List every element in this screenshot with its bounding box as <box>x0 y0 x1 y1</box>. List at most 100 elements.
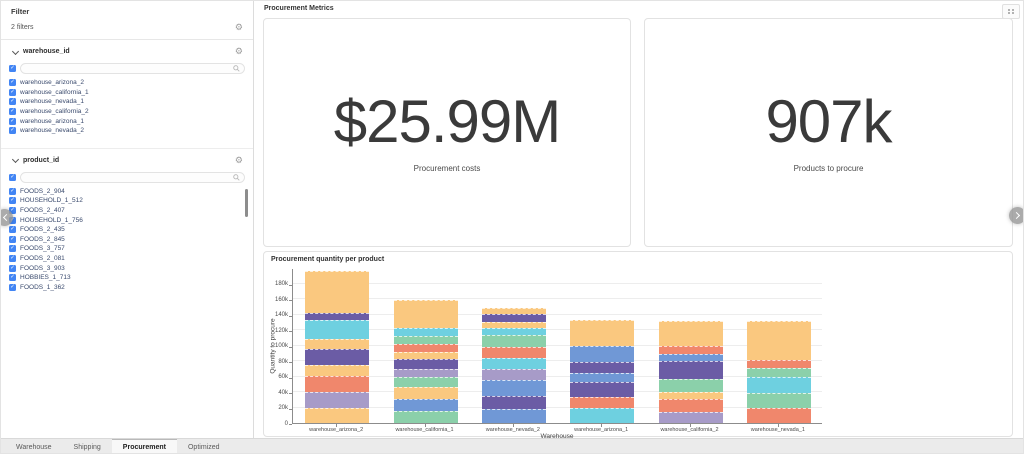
checkbox-checked-icon[interactable]: ✓ <box>9 88 16 96</box>
bar-segment[interactable] <box>570 372 635 382</box>
bar-segment[interactable] <box>305 392 370 408</box>
bar-segment[interactable] <box>305 364 370 376</box>
filter-item[interactable]: ✓ warehouse_california_2 <box>1 107 253 117</box>
bar-segment[interactable] <box>305 312 370 320</box>
bar-segment[interactable] <box>481 313 546 323</box>
bar-segment[interactable] <box>658 345 723 355</box>
filter-section-header[interactable]: product_id ⚙ <box>1 149 253 170</box>
bar-segment[interactable] <box>481 380 546 396</box>
filter-item[interactable]: ✓ HOUSEHOLD_1_512 <box>1 196 253 206</box>
filter-item[interactable]: ✓ FOODS_3_757 <box>1 244 253 254</box>
checkbox-checked-icon[interactable]: ✓ <box>9 274 16 282</box>
filter-item[interactable]: ✓ HOBBIES_1_713 <box>1 273 253 283</box>
bar-segment[interactable] <box>481 409 546 423</box>
filter-item[interactable]: ✓ FOODS_2_435 <box>1 225 253 235</box>
checkbox-checked-icon[interactable]: ✓ <box>9 187 16 195</box>
collapse-left-button[interactable] <box>1 209 13 226</box>
scrollbar-thumb[interactable] <box>245 188 248 217</box>
filter-item[interactable]: ✓ FOODS_2_081 <box>1 254 253 264</box>
checkbox-checked-icon[interactable]: ✓ <box>9 245 16 253</box>
bar-segment[interactable] <box>746 392 811 409</box>
filter-item[interactable]: ✓ FOODS_2_407 <box>1 206 253 216</box>
bar-segment[interactable] <box>570 361 635 373</box>
bar-segment[interactable] <box>305 319 370 340</box>
filter-item[interactable]: ✓ warehouse_nevada_1 <box>1 97 253 107</box>
bar-segment[interactable] <box>481 357 546 369</box>
checkbox-checked-icon[interactable]: ✓ <box>9 197 16 205</box>
bar-segment[interactable] <box>393 411 458 423</box>
bar-segment[interactable] <box>393 343 458 352</box>
gear-icon[interactable]: ⚙ <box>234 22 243 32</box>
checkbox-checked-icon[interactable]: ✓ <box>9 98 16 106</box>
tab-procurement[interactable]: Procurement <box>111 439 177 453</box>
bar-segment[interactable] <box>658 354 723 361</box>
bar-segment[interactable] <box>658 412 723 423</box>
filter-item[interactable]: ✓ FOODS_1_362 <box>1 283 253 293</box>
next-pane-button[interactable] <box>1009 207 1023 224</box>
search-input[interactable] <box>20 63 245 74</box>
filter-item[interactable]: ✓ warehouse_arizona_1 <box>1 116 253 126</box>
filter-item[interactable]: ✓ FOODS_2_904 <box>1 187 253 197</box>
bar-segment[interactable] <box>481 368 546 381</box>
bar-segment[interactable] <box>658 361 723 379</box>
filter-item[interactable]: ✓HOUSEHOLD_1_756 <box>1 215 253 225</box>
bar-segment[interactable] <box>305 339 370 350</box>
search-input[interactable] <box>20 171 245 183</box>
bar-segment[interactable] <box>393 336 458 344</box>
bar-segment[interactable] <box>481 327 546 336</box>
checkbox-checked-icon[interactable]: ✓ <box>9 255 16 263</box>
bar-segment[interactable] <box>658 378 723 392</box>
select-all-checkbox[interactable]: ✓ <box>9 173 16 181</box>
bar-segment[interactable] <box>481 322 546 328</box>
gear-icon[interactable]: ⚙ <box>234 154 243 165</box>
bar-segment[interactable] <box>570 319 635 346</box>
checkbox-checked-icon[interactable]: ✓ <box>9 108 16 116</box>
bar-segment[interactable] <box>393 398 458 412</box>
layout-grid-button[interactable] <box>1002 4 1020 19</box>
bar-segment[interactable] <box>746 408 811 423</box>
checkbox-checked-icon[interactable]: ✓ <box>9 117 16 125</box>
filter-item[interactable]: ✓ warehouse_nevada_2 <box>1 126 253 136</box>
bar-segment[interactable] <box>393 328 458 337</box>
bar-segment[interactable] <box>393 299 458 329</box>
bar-segment[interactable] <box>746 367 811 378</box>
bar-segment[interactable] <box>393 387 458 399</box>
bar-segment[interactable] <box>658 398 723 413</box>
checkbox-checked-icon[interactable]: ✓ <box>9 235 16 243</box>
bar-segment[interactable] <box>393 351 458 360</box>
bar-segment[interactable] <box>658 320 723 346</box>
gear-icon[interactable]: ⚙ <box>234 46 243 56</box>
checkbox-checked-icon[interactable]: ✓ <box>9 226 16 234</box>
bar-segment[interactable] <box>658 392 723 399</box>
checkbox-checked-icon[interactable]: ✓ <box>9 79 16 87</box>
bar-segment[interactable] <box>746 320 811 361</box>
bar-segment[interactable] <box>570 397 635 408</box>
bar-segment[interactable] <box>305 349 370 365</box>
filter-item[interactable]: ✓ warehouse_arizona_2 <box>1 78 253 88</box>
filter-item[interactable]: ✓ warehouse_california_1 <box>1 88 253 98</box>
bar-segment[interactable] <box>746 360 811 368</box>
checkbox-checked-icon[interactable]: ✓ <box>9 127 16 135</box>
bar-segment[interactable] <box>570 407 635 423</box>
bar-segment[interactable] <box>305 407 370 423</box>
bar-segment[interactable] <box>305 271 370 313</box>
filter-item[interactable]: ✓ FOODS_3_903 <box>1 263 253 273</box>
tab-optimized[interactable]: Optimized <box>187 443 220 451</box>
checkbox-checked-icon[interactable]: ✓ <box>9 264 16 272</box>
tab-shipping[interactable]: Shipping <box>73 443 101 451</box>
select-all-checkbox[interactable]: ✓ <box>9 65 16 72</box>
bar-segment[interactable] <box>481 308 546 314</box>
filter-section-header[interactable]: warehouse_id ⚙ <box>1 40 253 61</box>
bar-segment[interactable] <box>393 368 458 377</box>
bar-segment[interactable] <box>481 347 546 358</box>
filter-item[interactable]: ✓ FOODS_2_845 <box>1 235 253 245</box>
tab-warehouse[interactable]: Warehouse <box>16 443 52 451</box>
bar-segment[interactable] <box>393 359 458 369</box>
bar-segment[interactable] <box>570 345 635 362</box>
checkbox-checked-icon[interactable]: ✓ <box>9 207 16 215</box>
bar-segment[interactable] <box>481 395 546 410</box>
bar-segment[interactable] <box>746 377 811 393</box>
bar-segment[interactable] <box>305 375 370 392</box>
bar-segment[interactable] <box>481 335 546 348</box>
bar-segment[interactable] <box>393 376 458 388</box>
